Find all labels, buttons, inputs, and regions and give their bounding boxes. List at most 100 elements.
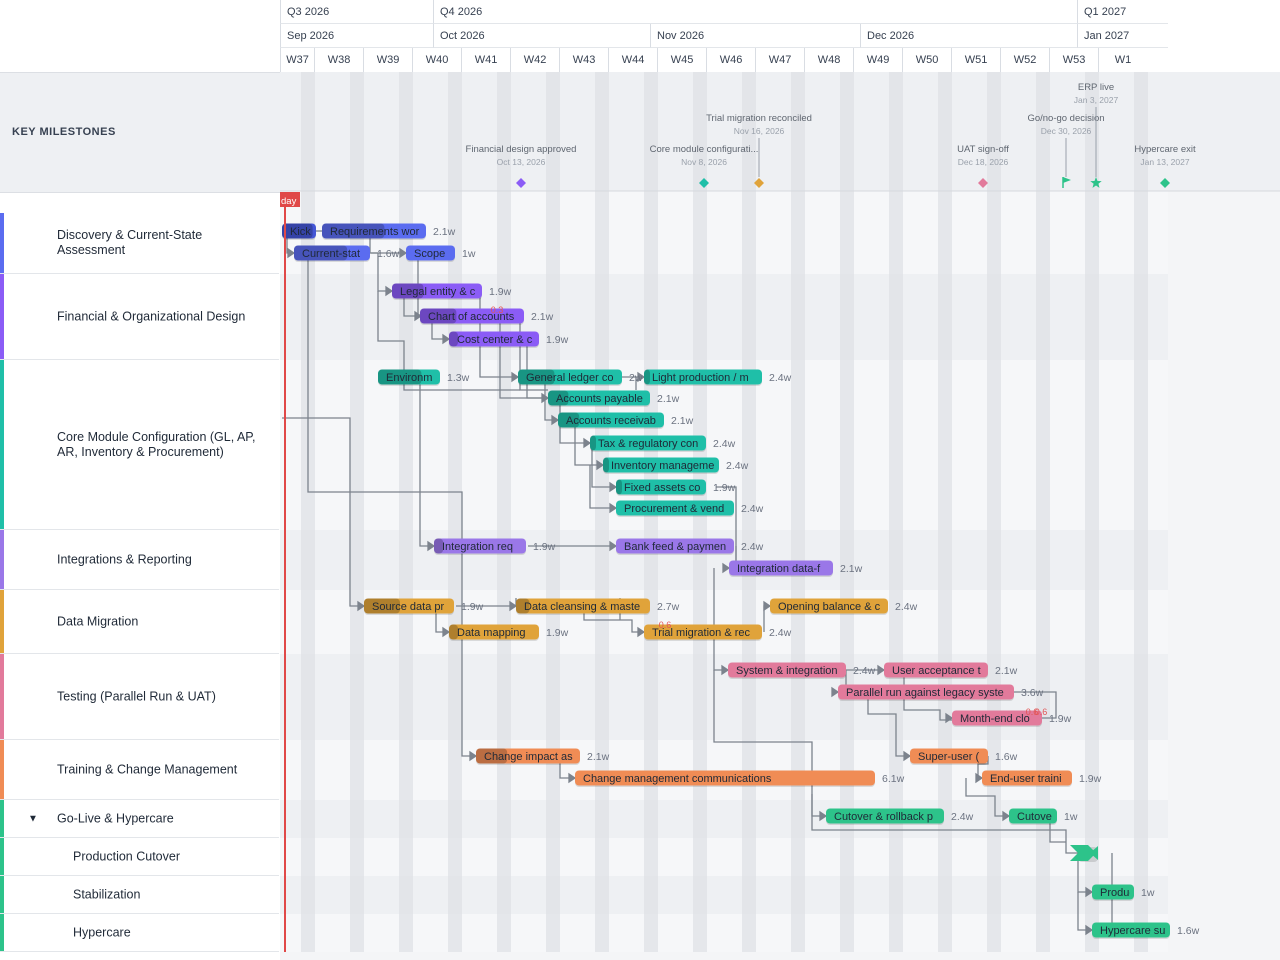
dependency-arrow-icon xyxy=(637,626,646,638)
group-name: Testing (Parallel Run & UAT) xyxy=(57,689,216,703)
task-label: Inventory manageme xyxy=(611,460,714,472)
task-bar-fill xyxy=(294,245,370,261)
week-header: W40 xyxy=(412,48,461,72)
task-bar-fill xyxy=(884,662,988,678)
task-label: Integration req xyxy=(442,541,513,553)
milestone-date: Jan 3, 2027 xyxy=(1074,95,1119,105)
milestone-diamond-icon xyxy=(1160,178,1170,188)
week-header: W39 xyxy=(363,48,412,72)
weekend-stripe xyxy=(1036,72,1050,952)
task-bar: Light production / m 2.4w xyxy=(644,369,792,386)
group-name: Hypercare xyxy=(73,925,131,939)
milestone-star-icon xyxy=(1090,177,1102,188)
task-progress xyxy=(558,412,580,428)
task-label: Cutove xyxy=(1017,811,1052,823)
task-duration: 1.9w xyxy=(489,286,512,298)
task-bar-fill xyxy=(644,624,762,640)
dependency-path xyxy=(559,398,590,444)
group-testing[interactable]: Testing (Parallel Run & UAT) xyxy=(0,654,279,740)
task-bar: Inventory manageme 2.4w xyxy=(603,457,749,474)
milestone-name: Hypercare exit xyxy=(1134,144,1196,155)
task-label: Source data pr xyxy=(372,601,444,613)
group-discovery[interactable]: Discovery & Current-State Assessment xyxy=(0,213,279,274)
group-integrations[interactable]: Integrations & Reporting xyxy=(0,530,279,590)
task-bar: Current-stat 1.6w xyxy=(294,245,400,262)
task-bar: End-user traini 1.9w xyxy=(982,770,1102,787)
week-header: W48 xyxy=(804,48,853,72)
task-duration: 2.4w xyxy=(769,372,792,384)
task-bar: Data mapping 1.9w xyxy=(449,624,569,641)
task-progress xyxy=(322,223,385,239)
task-bar-fill xyxy=(449,331,539,347)
task-duration: 2.1w xyxy=(587,751,610,763)
group-name: Production Cutover xyxy=(73,849,181,863)
task-bar-fill xyxy=(729,560,833,576)
subgroup-stabilization[interactable]: Stabilization xyxy=(0,876,279,914)
task-progress xyxy=(449,624,458,640)
group-color-bar xyxy=(0,274,4,359)
dependency-arrow-icon xyxy=(442,333,451,345)
week-header: W47 xyxy=(755,48,804,72)
subgroup-production-cutover[interactable]: Production Cutover xyxy=(0,838,279,876)
task-bar-fill xyxy=(910,748,988,764)
dependency-path xyxy=(574,420,603,466)
weekend-stripe xyxy=(889,72,903,952)
row-band xyxy=(280,740,1168,800)
task-bar-fill xyxy=(449,624,539,640)
task-label: Data cleansing & maste xyxy=(524,601,640,613)
week-header: W42 xyxy=(510,48,559,72)
task-duration: 1w xyxy=(1064,811,1078,823)
collapse-caret-icon[interactable]: ▼ xyxy=(28,813,38,824)
task-duration: 2.7w xyxy=(657,601,680,613)
task-label: Change impact as xyxy=(484,751,573,763)
group-financial-design[interactable]: Financial & Organizational Design xyxy=(0,274,279,360)
task-progress xyxy=(548,390,569,406)
task-bar: Requirements wor 2.1w xyxy=(322,223,456,240)
task-duration: 1.6w xyxy=(1177,925,1200,937)
task-progress xyxy=(434,538,444,554)
task-label: General ledger co xyxy=(526,372,613,384)
task-progress xyxy=(590,435,596,451)
month-header: Nov 2026 xyxy=(650,24,860,48)
dependency-arrow-icon xyxy=(469,750,478,762)
month-header: Jan 2027 xyxy=(1077,24,1168,48)
task-label: Current-stat xyxy=(302,248,360,260)
group-go-live[interactable]: ▼ Go-Live & Hypercare xyxy=(0,800,279,838)
group-color-bar xyxy=(0,838,4,875)
today-label: day xyxy=(281,196,297,207)
group-training[interactable]: Training & Change Management xyxy=(0,740,279,800)
week-header: W44 xyxy=(608,48,657,72)
group-core-config[interactable]: Core Module Configuration (GL, AP, AR, I… xyxy=(0,360,279,530)
dependency-path xyxy=(965,778,1009,817)
week-header: W51 xyxy=(951,48,1000,72)
task-progress xyxy=(392,283,424,299)
task-bar-fill xyxy=(518,369,622,385)
group-color-bar xyxy=(0,213,4,273)
quarter-header: Q3 2026 xyxy=(280,0,433,24)
task-duration: 1.6w xyxy=(377,248,400,260)
quarter-header: Q1 2027 xyxy=(1077,0,1168,24)
group-data-migration[interactable]: Data Migration xyxy=(0,590,279,654)
task-progress xyxy=(603,457,609,473)
week-header: W46 xyxy=(706,48,755,72)
group-name: Training & Change Management xyxy=(57,762,238,776)
milestone-name: Trial migration reconciled xyxy=(706,113,812,124)
task-bar: Environm 1.3w xyxy=(378,369,470,386)
task-bar-fill xyxy=(770,598,888,614)
group-name: Data Migration xyxy=(57,614,139,628)
dependency-path xyxy=(867,692,910,757)
task-label: Change management communications xyxy=(583,773,772,785)
task-bar-fill xyxy=(1092,922,1170,938)
task-duration: 2.4w xyxy=(895,601,918,613)
task-label: Produc xyxy=(1100,887,1135,899)
dependency-arrow-icon xyxy=(568,772,577,784)
task-bar-fill xyxy=(603,457,719,473)
task-duration: 1.9w xyxy=(713,482,736,494)
task-bar: Month-end clo 1.9w xyxy=(952,710,1072,727)
task-bar: Cutove 1w xyxy=(1009,808,1078,825)
task-duration: 1.3w xyxy=(447,372,470,384)
subgroup-hypercare[interactable]: Hypercare xyxy=(0,914,279,952)
task-bar-fill xyxy=(838,684,1014,700)
row-band xyxy=(280,876,1168,914)
task-label: Kick xyxy=(290,226,311,238)
